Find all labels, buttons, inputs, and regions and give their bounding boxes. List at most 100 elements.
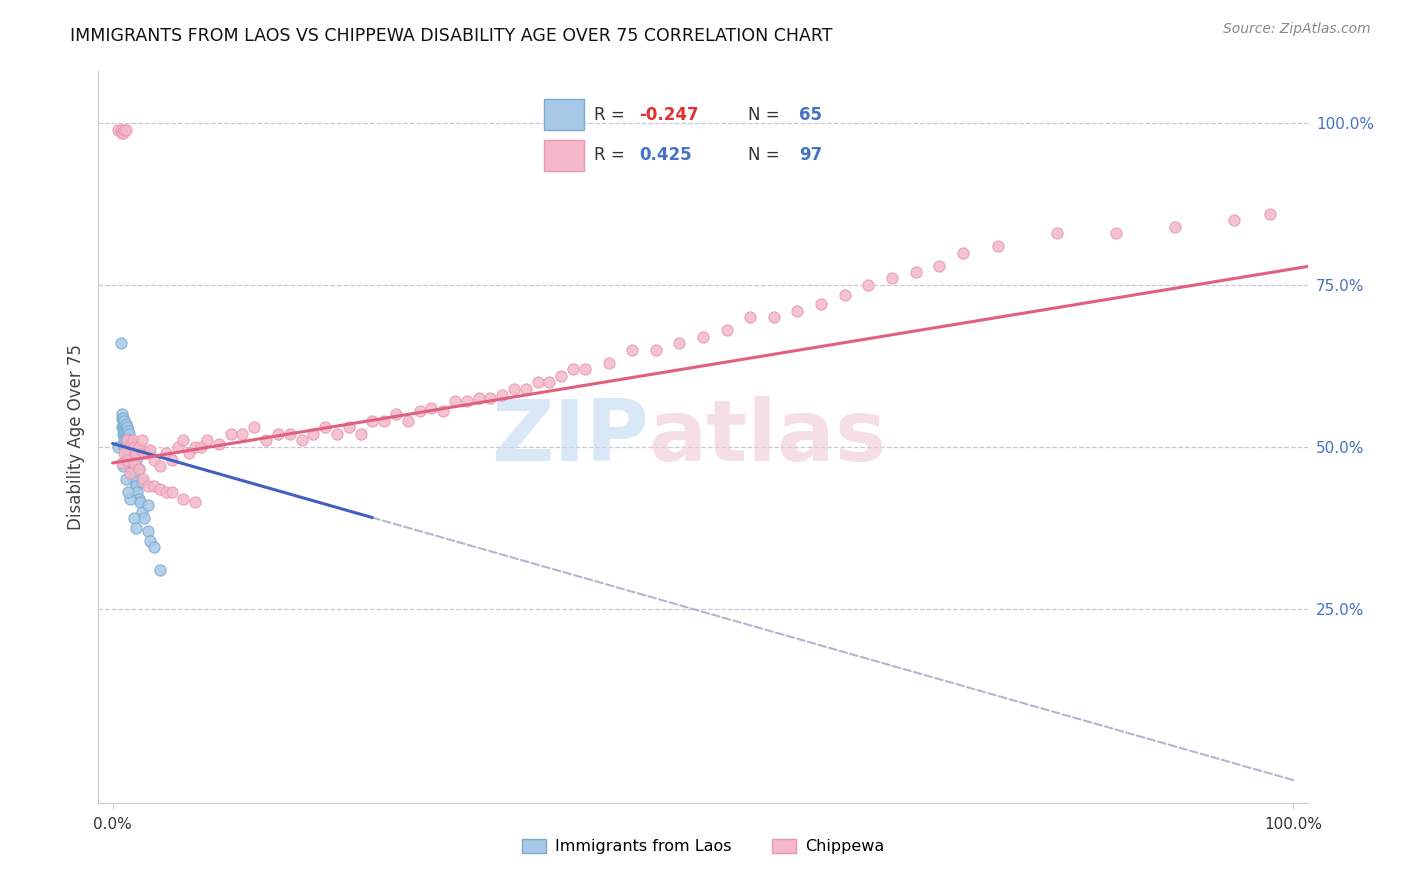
Point bbox=[122, 443, 145, 458]
Point bbox=[115, 434, 138, 448]
Point bbox=[114, 426, 136, 441]
Point bbox=[515, 382, 537, 396]
Text: atlas: atlas bbox=[648, 395, 887, 479]
Point bbox=[408, 404, 430, 418]
Point bbox=[112, 122, 135, 136]
Point bbox=[112, 410, 135, 425]
Point bbox=[880, 271, 903, 285]
Point bbox=[111, 408, 134, 422]
Point bbox=[149, 459, 172, 474]
Point bbox=[122, 469, 145, 483]
Point bbox=[149, 563, 172, 577]
Point bbox=[786, 303, 808, 318]
Point bbox=[117, 424, 139, 438]
Point bbox=[172, 434, 194, 448]
Point bbox=[117, 440, 139, 454]
Point bbox=[115, 434, 138, 448]
Point bbox=[125, 478, 148, 492]
Point bbox=[131, 475, 153, 490]
Point bbox=[111, 410, 134, 425]
Point bbox=[644, 343, 666, 357]
Point bbox=[114, 443, 136, 458]
Point bbox=[128, 495, 150, 509]
Point bbox=[208, 436, 231, 450]
Point bbox=[337, 420, 360, 434]
Point bbox=[114, 420, 136, 434]
Point bbox=[952, 245, 974, 260]
Point bbox=[716, 323, 738, 337]
Point bbox=[121, 440, 143, 454]
Point bbox=[326, 426, 349, 441]
Point bbox=[121, 466, 143, 480]
Point bbox=[396, 414, 419, 428]
Point bbox=[111, 456, 134, 470]
Point bbox=[112, 417, 135, 431]
Point bbox=[136, 524, 159, 538]
Point bbox=[110, 122, 132, 136]
Point bbox=[112, 126, 135, 140]
Point bbox=[503, 382, 526, 396]
Point bbox=[111, 126, 134, 140]
Point bbox=[160, 452, 183, 467]
Point bbox=[127, 485, 149, 500]
Point bbox=[139, 533, 162, 548]
Point bbox=[1164, 219, 1187, 234]
Point bbox=[134, 511, 156, 525]
Point bbox=[219, 426, 242, 441]
Point bbox=[118, 443, 141, 458]
Point bbox=[112, 420, 135, 434]
Point bbox=[479, 391, 502, 405]
Point bbox=[117, 452, 139, 467]
Point bbox=[114, 417, 136, 431]
Text: ZIP: ZIP bbox=[491, 395, 648, 479]
Point bbox=[118, 443, 141, 458]
Point bbox=[467, 391, 489, 405]
Point bbox=[121, 436, 143, 450]
Point bbox=[184, 495, 207, 509]
Point bbox=[928, 259, 950, 273]
Point bbox=[361, 414, 384, 428]
Point bbox=[444, 394, 467, 409]
Point bbox=[562, 362, 585, 376]
Point bbox=[125, 521, 148, 535]
Point bbox=[128, 462, 150, 476]
Point bbox=[349, 426, 371, 441]
Point bbox=[1258, 207, 1281, 221]
Point bbox=[1046, 226, 1069, 240]
Point bbox=[314, 420, 336, 434]
Point bbox=[121, 472, 143, 486]
Point bbox=[190, 440, 212, 454]
Point bbox=[278, 426, 301, 441]
Point bbox=[112, 446, 135, 460]
Point bbox=[117, 446, 139, 460]
Point bbox=[107, 440, 129, 454]
Point bbox=[120, 456, 142, 470]
Text: IMMIGRANTS FROM LAOS VS CHIPPEWA DISABILITY AGE OVER 75 CORRELATION CHART: IMMIGRANTS FROM LAOS VS CHIPPEWA DISABIL… bbox=[70, 27, 832, 45]
Point bbox=[1105, 226, 1128, 240]
Point bbox=[112, 459, 135, 474]
Point bbox=[526, 375, 548, 389]
Point bbox=[112, 426, 135, 441]
Point bbox=[254, 434, 277, 448]
Point bbox=[115, 452, 138, 467]
Point bbox=[114, 434, 136, 448]
Point bbox=[110, 336, 132, 351]
Point bbox=[179, 446, 201, 460]
Point bbox=[134, 446, 156, 460]
Point bbox=[114, 472, 136, 486]
Point bbox=[122, 456, 145, 470]
Point bbox=[132, 472, 155, 486]
Point bbox=[112, 434, 135, 448]
Point bbox=[184, 440, 207, 454]
Point bbox=[122, 511, 145, 525]
Point bbox=[491, 388, 513, 402]
Point bbox=[142, 452, 165, 467]
Point bbox=[574, 362, 596, 376]
Point bbox=[125, 446, 148, 460]
Point bbox=[112, 440, 135, 454]
Point bbox=[120, 466, 142, 480]
Point bbox=[858, 277, 880, 292]
Point bbox=[112, 426, 135, 441]
Point bbox=[115, 440, 138, 454]
Point bbox=[121, 456, 143, 470]
